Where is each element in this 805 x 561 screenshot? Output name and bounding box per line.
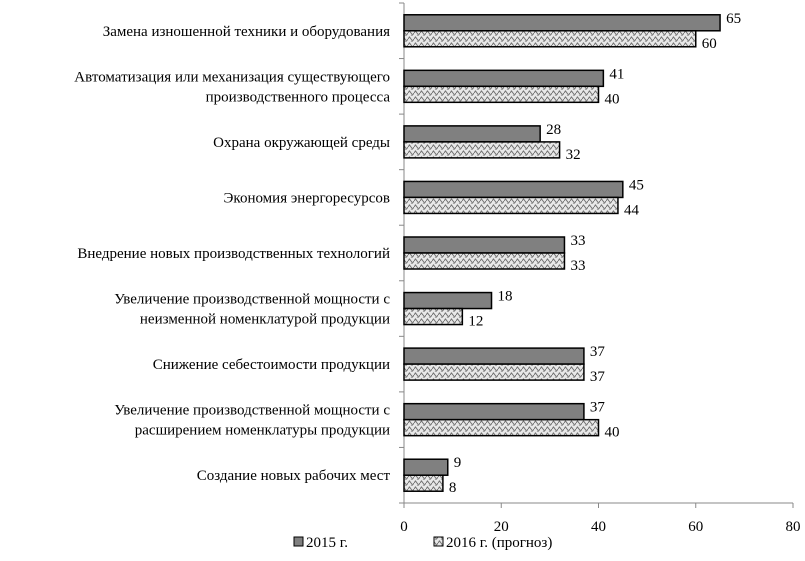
category-label: Снижение себестоимости продукции: [153, 357, 390, 373]
x-tick-label: 40: [591, 519, 606, 535]
category-label: Замена изношенной техники и оборудования: [103, 24, 390, 40]
bar-2015: [403, 236, 566, 254]
bar-2016: [403, 141, 561, 159]
category-label: Увеличение производственной мощности с ра…: [114, 403, 390, 439]
data-label: 32: [566, 147, 581, 163]
bar-2015: [403, 347, 585, 365]
data-label: 40: [605, 425, 620, 441]
data-label: 44: [624, 202, 640, 218]
category-label: Создание новых рабочих мест: [197, 468, 391, 484]
bar-2016: [403, 252, 566, 270]
data-label: 33: [570, 233, 585, 249]
bar-2016: [403, 474, 444, 492]
data-label: 9: [454, 455, 462, 471]
bar-2016: [403, 307, 464, 326]
category-label: Автоматизация или механизация существующ…: [74, 69, 390, 105]
data-label: 37: [590, 344, 606, 360]
category-label-line: Охрана окружающей среды: [213, 135, 390, 151]
category-label: Увеличение производственной мощности с не…: [114, 292, 390, 328]
bar-2015: [403, 402, 585, 421]
bar-2016: [403, 196, 619, 215]
bar-2016: [403, 30, 697, 48]
data-label: 12: [468, 314, 483, 330]
category-label-line: Замена изношенной техники и оборудования: [103, 24, 390, 40]
category-label-line: Увеличение производственной мощности с: [114, 403, 390, 419]
category-label-line: Снижение себестоимости продукции: [153, 357, 390, 373]
category-label-line: Создание новых рабочих мест: [197, 468, 391, 484]
category-label: Внедрение новых производственных техноло…: [77, 246, 390, 262]
data-label: 65: [726, 11, 741, 27]
category-label-line: расширением номенклатуры продукции: [135, 423, 390, 439]
data-label: 45: [629, 177, 644, 193]
category-label-line: производственного процесса: [206, 89, 391, 105]
legend-label: 2015 г.: [306, 535, 348, 551]
bar-2015: [403, 14, 721, 32]
data-label: 8: [449, 480, 457, 496]
x-tick-label: 60: [688, 519, 703, 535]
legend-swatch-2015: [293, 536, 304, 547]
data-label: 33: [570, 258, 585, 274]
bar-2016: [403, 418, 600, 437]
data-label: 37: [590, 400, 606, 416]
category-label-line: Увеличение производственной мощности с: [114, 292, 390, 308]
data-label: 40: [605, 91, 620, 107]
x-tick-label: 80: [786, 519, 801, 535]
data-label: 60: [702, 36, 717, 52]
x-tick-label: 0: [400, 519, 408, 535]
data-label: 41: [609, 66, 624, 82]
category-label-line: Экономия энергоресурсов: [224, 190, 390, 206]
data-label: 18: [498, 289, 513, 305]
bar-2016: [403, 363, 585, 381]
bar-2015: [403, 125, 541, 143]
legend-swatch-2016: [433, 536, 444, 547]
category-label-line: Автоматизация или механизация существующ…: [74, 69, 390, 85]
bar-2015: [403, 458, 449, 476]
legend-label: 2016 г. (прогноз): [446, 535, 552, 551]
bar-2015: [403, 180, 624, 199]
x-tick-label: 20: [494, 519, 509, 535]
bar-2016: [403, 85, 600, 104]
category-label-line: неизменной номенклатурой продукции: [140, 312, 390, 328]
category-label-line: Внедрение новых производственных техноло…: [77, 246, 390, 262]
data-label: 28: [546, 122, 561, 138]
data-label: 37: [590, 369, 606, 385]
category-label: Охрана окружающей среды: [213, 135, 390, 151]
bar-2015: [403, 69, 605, 88]
category-label: Экономия энергоресурсов: [224, 190, 390, 206]
bar-2015: [403, 291, 493, 310]
